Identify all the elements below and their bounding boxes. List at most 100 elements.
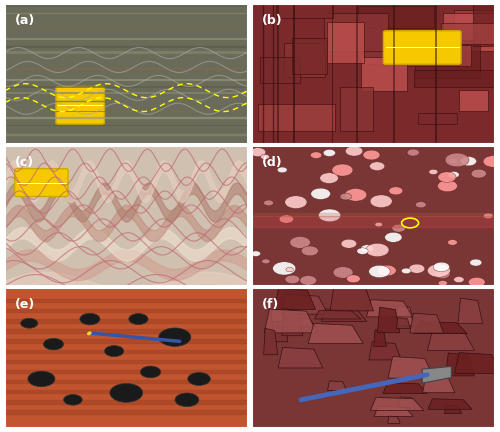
Circle shape bbox=[20, 318, 38, 328]
Circle shape bbox=[175, 393, 199, 407]
Circle shape bbox=[80, 313, 100, 325]
Text: (b): (b) bbox=[262, 14, 283, 27]
Circle shape bbox=[300, 276, 316, 285]
Circle shape bbox=[110, 384, 142, 402]
Polygon shape bbox=[374, 407, 413, 416]
Circle shape bbox=[333, 267, 353, 278]
Polygon shape bbox=[358, 6, 434, 28]
Polygon shape bbox=[444, 405, 462, 413]
Circle shape bbox=[320, 173, 338, 184]
Bar bbox=[252, 213, 495, 216]
Polygon shape bbox=[360, 57, 407, 91]
Circle shape bbox=[341, 239, 356, 248]
Circle shape bbox=[357, 248, 368, 254]
Circle shape bbox=[262, 259, 270, 264]
Polygon shape bbox=[260, 57, 300, 83]
Circle shape bbox=[378, 265, 396, 276]
Polygon shape bbox=[330, 283, 374, 311]
Circle shape bbox=[483, 156, 500, 167]
Polygon shape bbox=[410, 313, 444, 333]
Polygon shape bbox=[264, 328, 278, 355]
Bar bbox=[5, 400, 248, 403]
Polygon shape bbox=[326, 22, 364, 63]
Bar bbox=[5, 359, 248, 363]
Polygon shape bbox=[308, 324, 363, 343]
Polygon shape bbox=[366, 300, 412, 317]
Text: (a): (a) bbox=[14, 14, 35, 27]
Circle shape bbox=[402, 268, 411, 273]
Polygon shape bbox=[321, 309, 366, 321]
Polygon shape bbox=[374, 330, 386, 346]
Circle shape bbox=[438, 172, 456, 182]
Polygon shape bbox=[418, 113, 457, 124]
Circle shape bbox=[158, 328, 191, 346]
Bar bbox=[5, 410, 248, 414]
Text: (e): (e) bbox=[14, 298, 35, 311]
Polygon shape bbox=[396, 305, 413, 326]
Bar bbox=[5, 329, 248, 333]
Circle shape bbox=[370, 162, 384, 171]
Polygon shape bbox=[271, 310, 284, 321]
Polygon shape bbox=[396, 318, 410, 328]
Polygon shape bbox=[340, 87, 373, 131]
Polygon shape bbox=[284, 43, 325, 77]
Circle shape bbox=[250, 148, 266, 156]
Bar bbox=[5, 349, 248, 353]
Polygon shape bbox=[458, 298, 482, 324]
Polygon shape bbox=[258, 104, 335, 131]
Circle shape bbox=[346, 275, 360, 283]
Circle shape bbox=[416, 202, 426, 208]
Polygon shape bbox=[444, 13, 500, 51]
Circle shape bbox=[389, 187, 403, 195]
Circle shape bbox=[318, 209, 340, 222]
Polygon shape bbox=[454, 10, 500, 32]
Polygon shape bbox=[406, 45, 472, 67]
Circle shape bbox=[448, 240, 458, 245]
Circle shape bbox=[370, 195, 392, 207]
Polygon shape bbox=[272, 314, 288, 342]
Circle shape bbox=[434, 270, 450, 279]
Polygon shape bbox=[422, 376, 455, 393]
Circle shape bbox=[278, 167, 287, 173]
Circle shape bbox=[438, 180, 458, 192]
Polygon shape bbox=[328, 381, 346, 391]
Polygon shape bbox=[473, 1, 500, 46]
Bar bbox=[5, 370, 248, 373]
Polygon shape bbox=[278, 347, 323, 368]
Polygon shape bbox=[364, 49, 398, 64]
Polygon shape bbox=[388, 416, 400, 423]
Circle shape bbox=[384, 232, 402, 242]
Polygon shape bbox=[388, 356, 434, 378]
Circle shape bbox=[448, 172, 459, 178]
Circle shape bbox=[361, 245, 374, 252]
Circle shape bbox=[340, 193, 351, 200]
Polygon shape bbox=[281, 294, 328, 314]
Polygon shape bbox=[292, 38, 327, 74]
Text: (f): (f) bbox=[262, 298, 280, 311]
Polygon shape bbox=[414, 321, 467, 334]
Circle shape bbox=[28, 371, 55, 387]
FancyBboxPatch shape bbox=[56, 86, 104, 124]
Bar bbox=[252, 216, 495, 227]
Circle shape bbox=[433, 262, 450, 272]
Circle shape bbox=[332, 164, 353, 176]
Bar bbox=[5, 319, 248, 323]
Circle shape bbox=[302, 246, 318, 256]
Bar bbox=[5, 380, 248, 383]
Circle shape bbox=[264, 200, 274, 206]
Polygon shape bbox=[428, 399, 472, 409]
Polygon shape bbox=[414, 70, 497, 87]
Circle shape bbox=[285, 196, 307, 209]
Bar bbox=[5, 340, 248, 343]
Circle shape bbox=[445, 153, 469, 167]
Polygon shape bbox=[378, 307, 400, 333]
Circle shape bbox=[392, 224, 406, 232]
Circle shape bbox=[310, 152, 322, 159]
Circle shape bbox=[251, 251, 260, 256]
Bar bbox=[5, 390, 248, 394]
Polygon shape bbox=[276, 0, 333, 18]
Circle shape bbox=[375, 222, 382, 227]
Circle shape bbox=[104, 346, 124, 357]
Circle shape bbox=[285, 275, 300, 283]
Circle shape bbox=[323, 149, 336, 156]
